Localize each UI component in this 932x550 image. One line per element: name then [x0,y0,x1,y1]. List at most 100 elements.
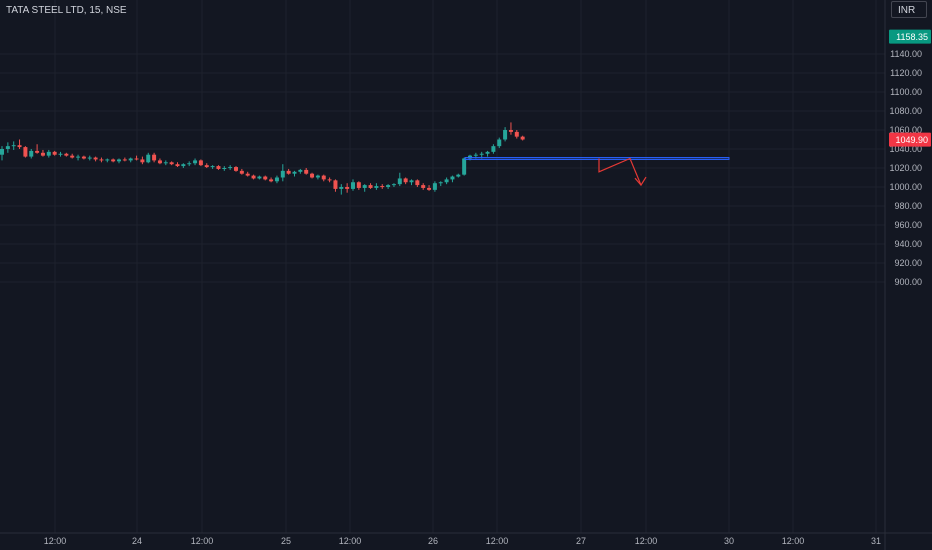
candle-body [520,136,525,140]
y-tick-label: 1140.00 [890,49,922,59]
x-tick-label: 12:00 [44,536,67,546]
candle-body [87,157,92,159]
y-tick-label: 1120.00 [890,68,922,78]
candle-body [269,179,274,182]
candle-body [105,159,110,161]
candle-body [351,182,355,189]
arrow-head [634,176,647,187]
candle-body [479,153,484,155]
x-tick-label: 31 [871,536,881,546]
candle-body [29,150,34,157]
candle-body [362,185,367,188]
candle-body [339,187,344,189]
candle-body [64,153,69,156]
candle-body [257,176,262,179]
candle-body [310,173,315,178]
x-tick-label: 27 [576,536,586,546]
candle-body [415,180,420,186]
x-tick-label: 12:00 [486,536,509,546]
candle-body [5,146,10,149]
candle-body [432,183,437,190]
candle-body [503,130,508,140]
candle-body [456,174,461,177]
candle-body [327,179,332,181]
candle-body [245,173,250,176]
symbol-title[interactable]: TATA STEEL LTD, 15, NSE [6,5,127,16]
support-zone [464,157,730,160]
candle-body [0,149,4,155]
x-tick-label: 30 [724,536,734,546]
y-tick-label: 1100.00 [890,87,922,97]
candle-body [23,147,28,157]
y-tick-label: 960.00 [894,220,922,230]
candle-body [175,164,180,167]
candle-body [321,175,326,180]
candle-body [169,162,174,165]
y-tick-label: 900.00 [894,277,922,287]
candle-body [117,159,121,162]
candle-body [93,157,98,160]
x-tick-label: 12:00 [635,536,658,546]
candle-body [403,178,408,183]
candle-body [70,155,75,158]
candle-body [397,178,402,185]
y-tick-label: 1000.00 [889,182,922,192]
candle-body [333,180,338,189]
candle-body [58,153,63,155]
candle-body [140,159,145,163]
candle-body [345,187,350,189]
candle-body [386,185,391,187]
candle-body [263,176,268,180]
currency-button[interactable]: INR [891,1,927,18]
candle-body [286,170,291,174]
candle-body [152,154,157,161]
candle-body [163,162,168,164]
candle-body [462,158,467,175]
candle-body [391,184,396,186]
x-tick-label: 25 [281,536,291,546]
candle-body [46,151,51,156]
candle-body [111,159,116,162]
candle-body [473,154,478,156]
candle-body [380,186,385,188]
candle-body [421,185,426,188]
candle-body [76,156,81,158]
candle-body [35,150,40,153]
candle-body [444,179,449,183]
y-tick-label: 980.00 [894,201,922,211]
y-tick-label: 1040.00 [889,144,922,154]
price-tag [889,132,931,147]
y-tick-label: 920.00 [894,258,922,268]
candle-body [438,182,443,184]
candle-body [216,166,221,169]
candle-body [17,145,22,148]
drawn-arrow-path [598,157,642,186]
candle-body [304,169,309,174]
candle-body [427,187,432,190]
candle-body [280,170,285,178]
candle-body [239,170,244,174]
y-tick-label: 1080.00 [889,106,922,116]
candle-body [81,156,86,159]
candle-body [450,176,455,180]
candle-body [356,182,361,188]
price-tag [889,29,931,44]
candle-body [122,159,127,161]
candle-body [298,169,303,172]
candle-body [52,151,57,155]
candle-body [374,186,379,188]
candle-body [193,160,198,164]
candle-body [134,158,139,160]
candle-body [228,167,233,169]
x-tick-label: 12:00 [191,536,214,546]
x-tick-label: 12:00 [339,536,362,546]
y-tick-label: 1020.00 [889,163,922,173]
candle-body [251,175,256,179]
candle-body [11,145,16,147]
candle-body [210,166,215,168]
candle-body [222,168,227,169]
candle-body [157,160,162,164]
candle-body [181,164,186,167]
